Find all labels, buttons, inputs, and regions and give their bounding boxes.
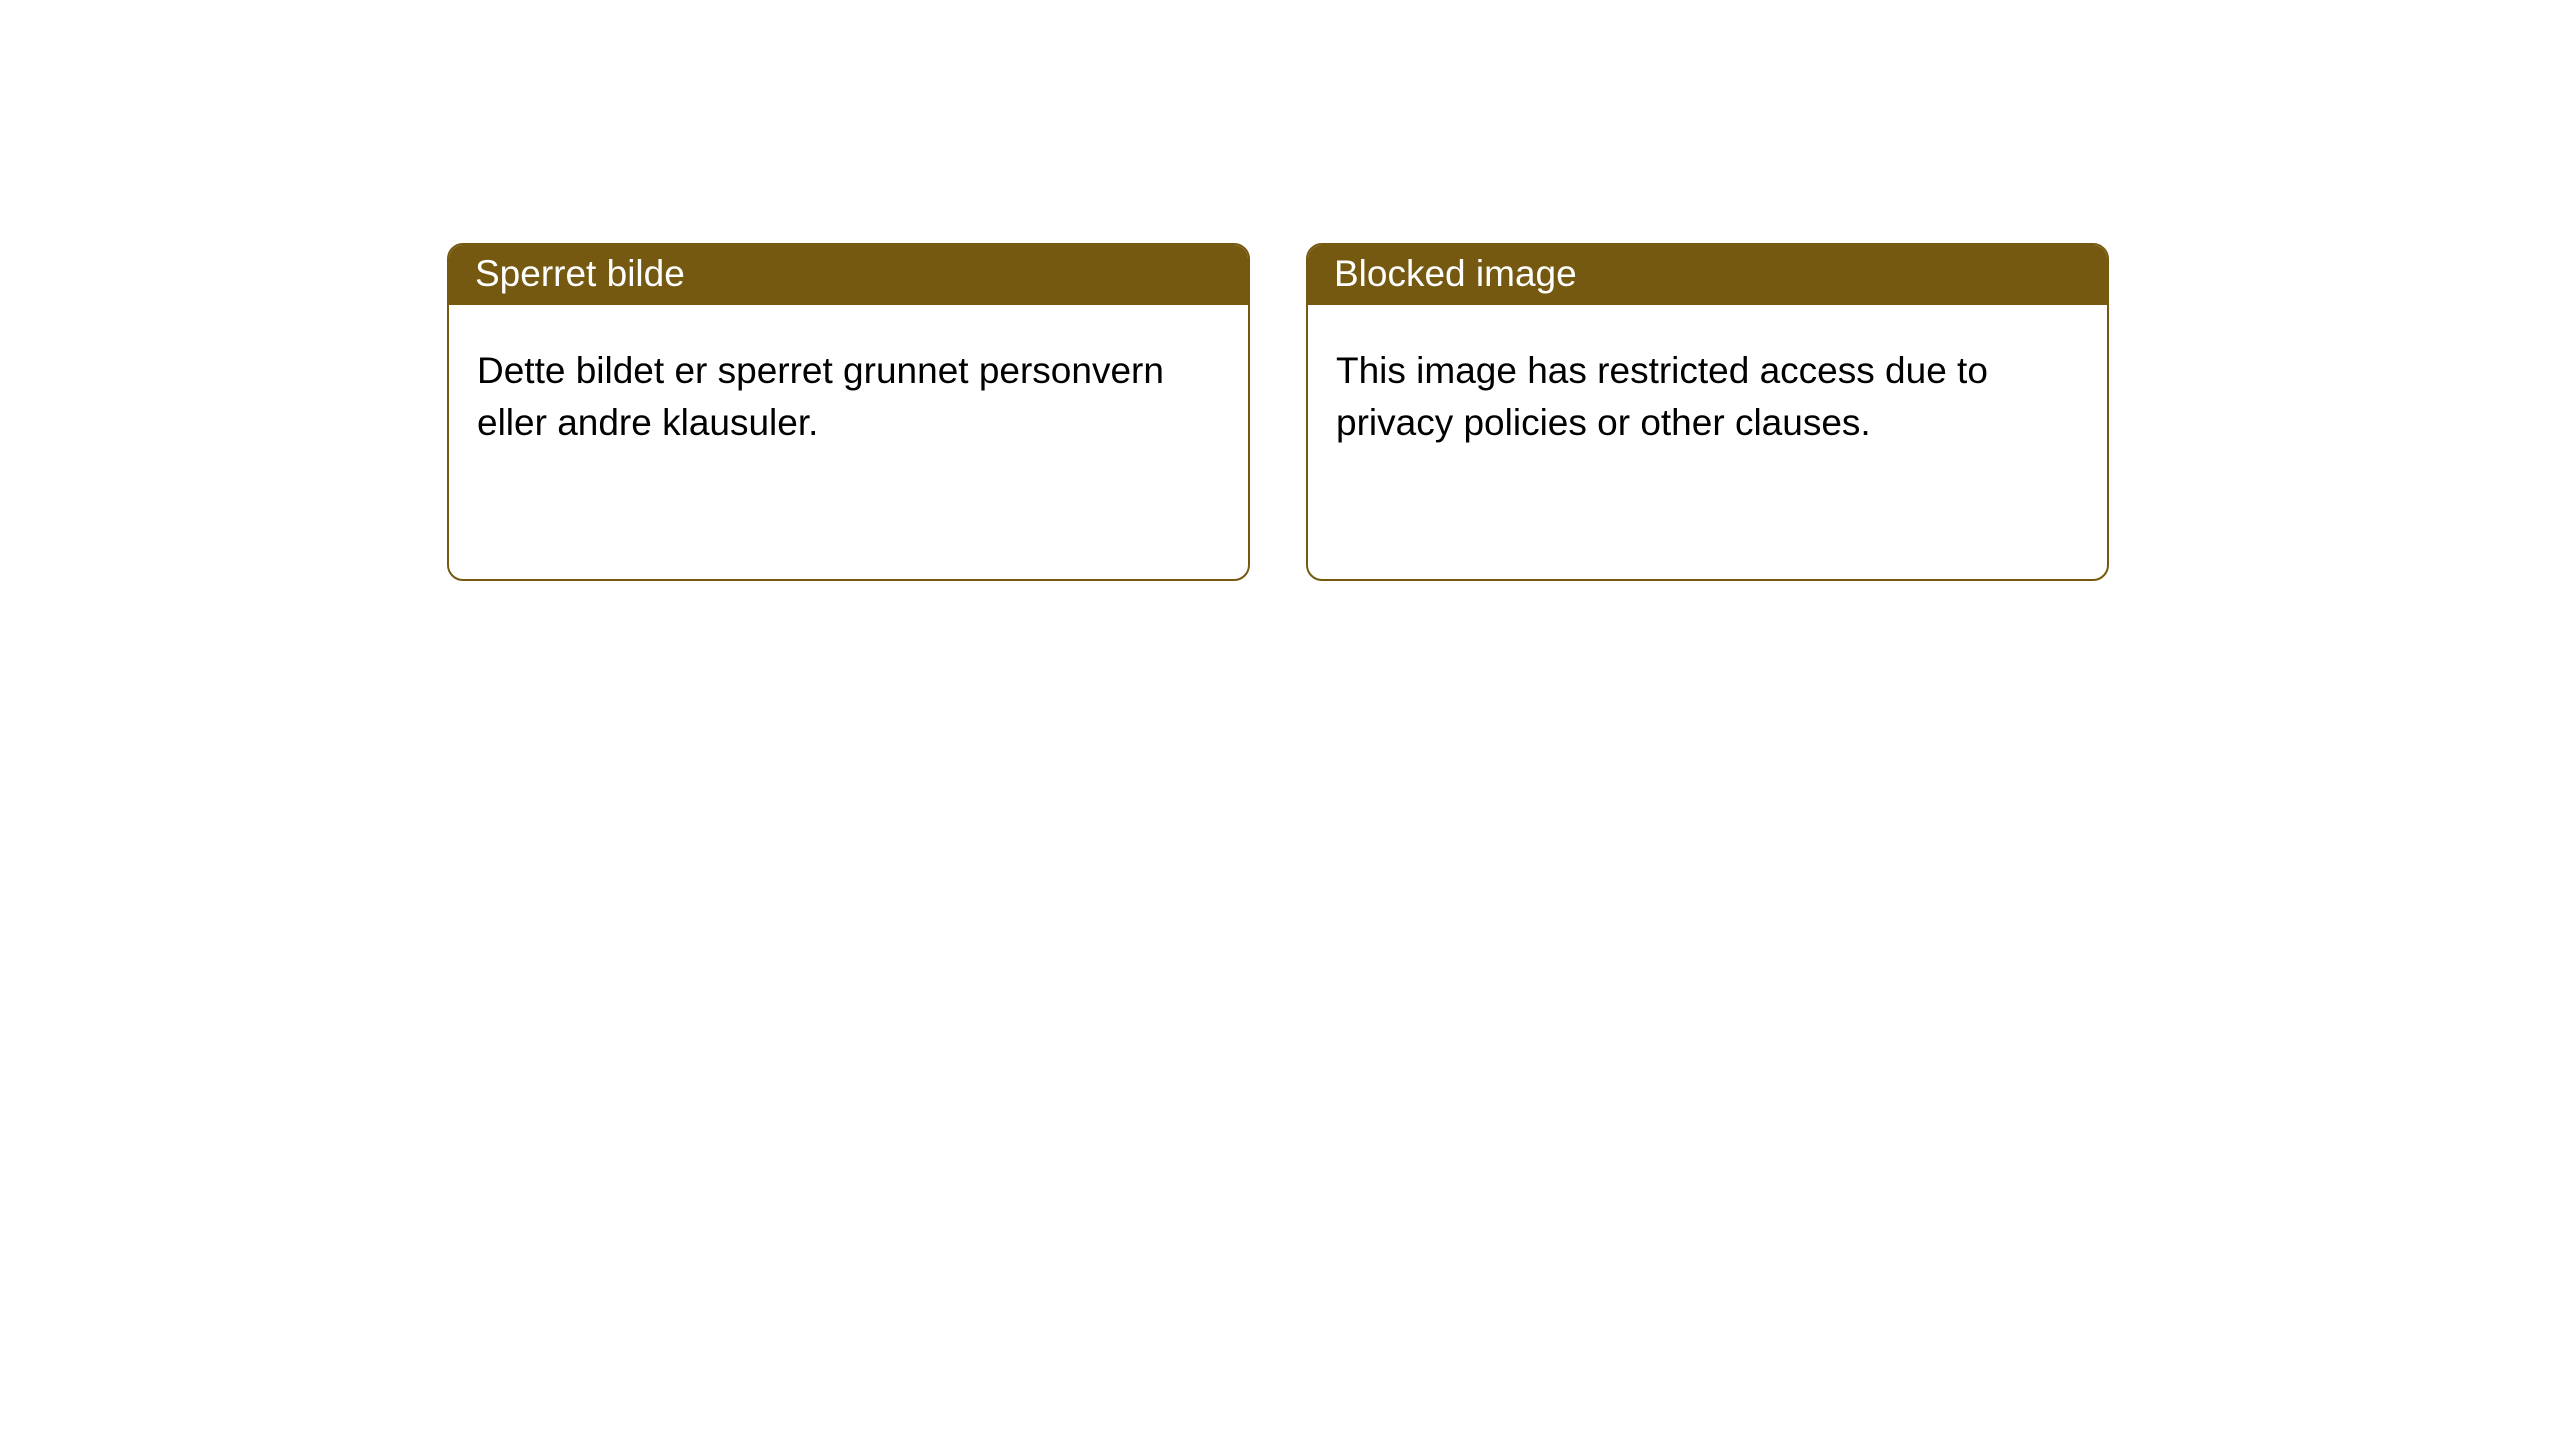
card-title: Sperret bilde xyxy=(449,245,1248,305)
card-body: This image has restricted access due to … xyxy=(1308,305,2107,489)
blocked-image-card-no: Sperret bilde Dette bildet er sperret gr… xyxy=(447,243,1250,581)
card-body: Dette bildet er sperret grunnet personve… xyxy=(449,305,1248,489)
card-title: Blocked image xyxy=(1308,245,2107,305)
blocked-image-card-en: Blocked image This image has restricted … xyxy=(1306,243,2109,581)
notice-container: Sperret bilde Dette bildet er sperret gr… xyxy=(0,0,2560,581)
